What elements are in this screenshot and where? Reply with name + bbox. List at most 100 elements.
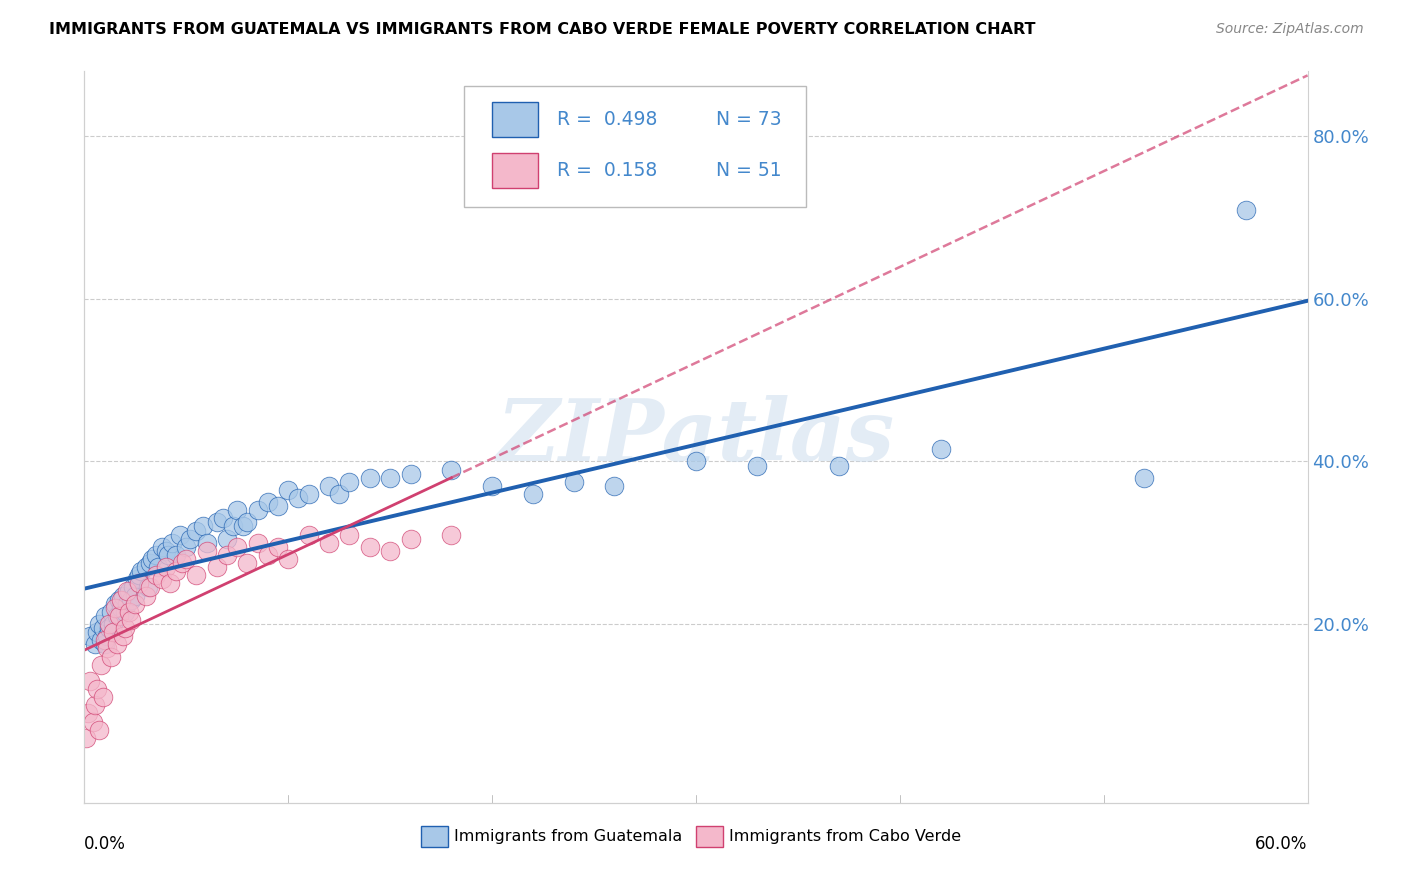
Point: [104, 600, 127, 615]
Point: [165, 564, 187, 578]
Point: [603, 479, 626, 493]
Point: [174, 540, 197, 554]
Point: [145, 548, 167, 562]
Point: [522, 487, 544, 501]
Point: [135, 589, 157, 603]
Point: [120, 613, 142, 627]
Point: [318, 535, 340, 549]
Point: [115, 597, 138, 611]
Point: [138, 581, 160, 595]
Text: ZIPatlas: ZIPatlas: [496, 395, 896, 479]
Point: [298, 487, 321, 501]
Point: [222, 519, 245, 533]
Text: Source: ZipAtlas.com: Source: ZipAtlas.com: [1216, 22, 1364, 37]
Text: Immigrants from Cabo Verde: Immigrants from Cabo Verde: [728, 829, 962, 844]
Point: [124, 597, 146, 611]
Text: N = 73: N = 73: [716, 110, 782, 129]
Point: [257, 548, 280, 562]
Point: [277, 483, 299, 497]
Point: [86, 681, 108, 696]
Point: [217, 548, 239, 562]
Point: [91, 621, 114, 635]
Point: [128, 576, 150, 591]
Point: [267, 540, 290, 554]
Point: [115, 584, 138, 599]
Point: [195, 544, 218, 558]
Text: IMMIGRANTS FROM GUATEMALA VS IMMIGRANTS FROM CABO VERDE FEMALE POVERTY CORRELATI: IMMIGRANTS FROM GUATEMALA VS IMMIGRANTS …: [49, 22, 1036, 37]
Point: [114, 621, 136, 635]
Point: [93, 637, 115, 651]
Point: [562, 475, 585, 489]
Point: [86, 625, 108, 640]
Point: [440, 527, 463, 541]
Point: [110, 600, 132, 615]
Point: [929, 442, 952, 457]
Point: [236, 556, 259, 570]
Point: [87, 617, 110, 632]
Point: [77, 706, 100, 721]
Point: [122, 581, 145, 595]
Point: [124, 589, 146, 603]
Point: [105, 637, 128, 651]
Text: R =  0.498: R = 0.498: [557, 110, 657, 129]
Point: [685, 454, 707, 468]
Point: [97, 621, 120, 635]
Point: [236, 516, 259, 530]
Point: [399, 532, 422, 546]
Point: [212, 511, 235, 525]
Point: [191, 519, 214, 533]
Point: [138, 556, 160, 570]
Point: [114, 605, 136, 619]
Point: [91, 690, 114, 705]
Point: [159, 576, 181, 591]
Point: [155, 544, 177, 558]
Point: [82, 714, 104, 729]
Point: [359, 540, 381, 554]
Point: [1236, 202, 1258, 217]
Point: [104, 597, 127, 611]
Point: [328, 487, 350, 501]
Point: [79, 629, 101, 643]
Point: [298, 527, 321, 541]
Point: [96, 629, 118, 643]
Bar: [492, 102, 538, 137]
Point: [205, 516, 228, 530]
Point: [747, 458, 769, 473]
Point: [440, 462, 463, 476]
Bar: [420, 826, 447, 847]
Point: [339, 475, 361, 489]
FancyBboxPatch shape: [464, 86, 806, 207]
Bar: [696, 826, 723, 847]
Point: [90, 657, 112, 672]
Point: [172, 556, 194, 570]
Point: [380, 471, 402, 485]
Point: [108, 592, 131, 607]
Point: [150, 572, 173, 586]
Point: [141, 552, 163, 566]
Point: [174, 552, 197, 566]
Point: [100, 649, 122, 664]
Point: [105, 608, 128, 623]
Point: [481, 479, 503, 493]
Point: [226, 503, 249, 517]
Point: [146, 560, 169, 574]
Point: [97, 617, 120, 632]
Text: 60.0%: 60.0%: [1256, 835, 1308, 854]
Bar: [492, 153, 538, 188]
Point: [828, 458, 851, 473]
Point: [160, 535, 183, 549]
Point: [96, 641, 118, 656]
Point: [135, 560, 157, 574]
Point: [380, 544, 402, 558]
Point: [127, 572, 149, 586]
Point: [101, 617, 124, 632]
Point: [205, 560, 228, 574]
Point: [217, 532, 239, 546]
Point: [186, 524, 208, 538]
Point: [112, 629, 135, 643]
Point: [75, 731, 97, 745]
Point: [128, 568, 150, 582]
Point: [359, 471, 381, 485]
Point: [87, 723, 110, 737]
Point: [186, 568, 208, 582]
